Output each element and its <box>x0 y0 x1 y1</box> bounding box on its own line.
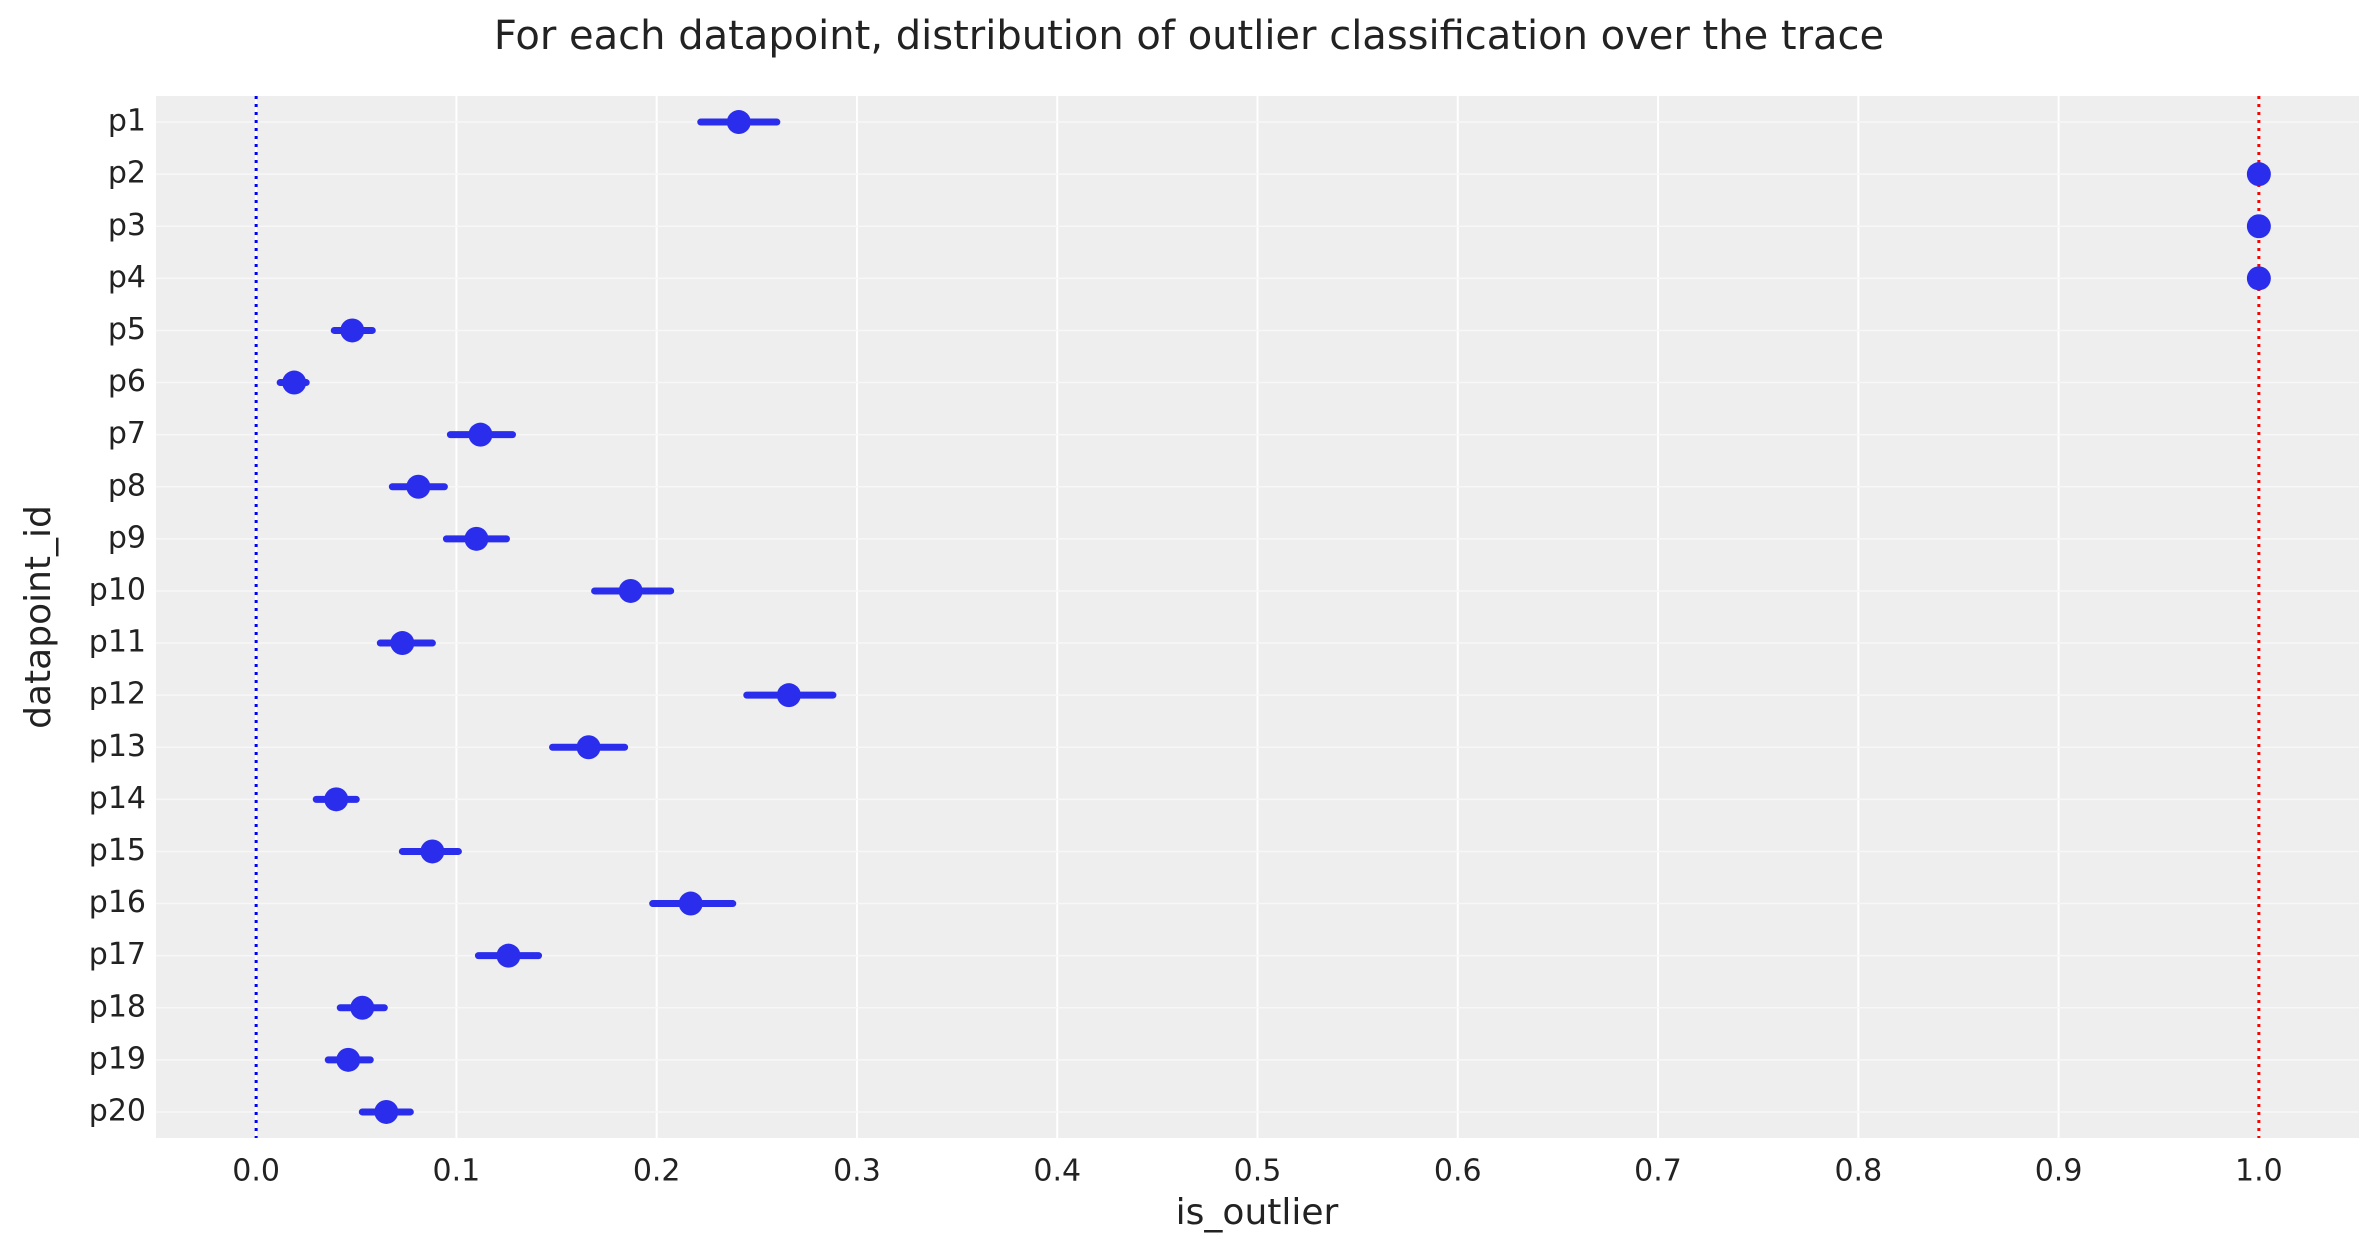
point <box>726 110 751 135</box>
x-tick-label: 0.8 <box>1834 1154 1882 1189</box>
y-tick-label: p13 <box>89 729 146 764</box>
point <box>776 683 801 708</box>
y-tick-label: p9 <box>108 520 146 555</box>
y-axis-label: datapoint_id <box>18 505 59 729</box>
y-tick-label: p15 <box>89 833 146 868</box>
x-tick-label: 0.6 <box>1434 1154 1482 1189</box>
y-tick-label: p17 <box>89 937 146 972</box>
y-tick-label: p19 <box>89 1041 146 1076</box>
y-tick-label: p3 <box>108 208 146 243</box>
point <box>420 839 445 864</box>
point <box>406 474 431 499</box>
point <box>340 318 365 343</box>
y-tick-label: p6 <box>108 364 146 399</box>
point <box>2246 162 2271 187</box>
x-tick-label: 0.9 <box>2035 1154 2083 1189</box>
y-tick-label: p12 <box>89 677 146 712</box>
point <box>464 526 489 551</box>
point <box>2246 266 2271 291</box>
point <box>576 735 601 760</box>
point <box>618 578 643 603</box>
x-tick-label: 1.0 <box>2235 1154 2283 1189</box>
point <box>350 995 375 1020</box>
y-tick-label: p2 <box>108 156 146 191</box>
y-tick-label: p10 <box>89 572 146 607</box>
x-tick-label: 0.5 <box>1234 1154 1282 1189</box>
y-tick-label: p4 <box>108 260 146 295</box>
x-tick-label: 0.1 <box>433 1154 481 1189</box>
y-tick-label: p20 <box>89 1093 146 1128</box>
point <box>324 787 349 812</box>
point <box>282 370 307 395</box>
y-tick-label: p8 <box>108 468 146 503</box>
x-tick-label: 0.3 <box>833 1154 881 1189</box>
y-tick-label: p7 <box>108 416 146 451</box>
y-tick-label: p16 <box>89 885 146 920</box>
x-tick-label: 0.2 <box>633 1154 681 1189</box>
point <box>496 943 521 968</box>
x-tick-label: 0.7 <box>1634 1154 1682 1189</box>
point <box>390 631 415 656</box>
x-tick-label: 0.0 <box>232 1154 280 1189</box>
point <box>374 1099 399 1124</box>
point <box>468 422 493 447</box>
y-tick-label: p18 <box>89 989 146 1024</box>
y-tick-label: p14 <box>89 781 146 816</box>
x-axis-label: is_outlier <box>1176 1192 1339 1233</box>
y-tick-label: p1 <box>108 104 146 139</box>
y-tick-label: p5 <box>108 312 146 347</box>
y-tick-label: p11 <box>89 625 146 660</box>
chart-title: For each datapoint, distribution of outl… <box>494 13 1884 59</box>
point <box>336 1047 361 1072</box>
point <box>678 891 703 916</box>
point <box>2246 214 2271 239</box>
x-tick-label: 0.4 <box>1033 1154 1081 1189</box>
